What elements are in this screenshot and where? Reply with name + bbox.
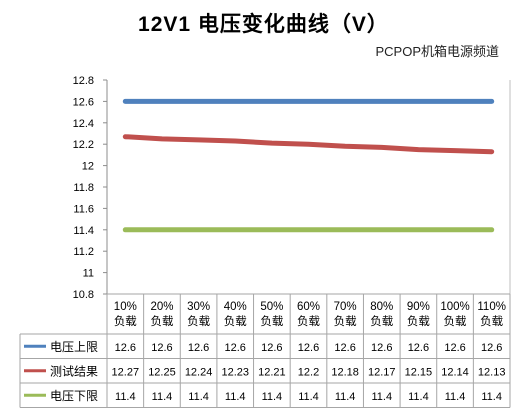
data-label: 12.6 bbox=[298, 342, 319, 354]
data-label: 12.27 bbox=[112, 366, 140, 378]
data-label: 12.6 bbox=[481, 342, 502, 354]
x-category-label: 110%负载 bbox=[477, 301, 506, 328]
data-label: 12.6 bbox=[188, 342, 209, 354]
legend-label: 测试结果 bbox=[50, 363, 98, 378]
axes bbox=[103, 79, 511, 295]
y-tick-label: 11.6 bbox=[73, 203, 94, 215]
y-tick-label: 11.2 bbox=[73, 246, 94, 258]
data-label: 11.4 bbox=[262, 391, 283, 403]
data-label: 12.6 bbox=[151, 342, 172, 354]
data-label: 12.6 bbox=[115, 342, 136, 354]
y-tick-label: 12.6 bbox=[73, 96, 94, 108]
data-label: 11.4 bbox=[335, 391, 356, 403]
data-label: 12.18 bbox=[331, 366, 359, 378]
x-category-label: 40%负载 bbox=[224, 301, 248, 328]
y-tick-label: 12 bbox=[82, 161, 94, 173]
data-label: 12.13 bbox=[478, 366, 506, 378]
series-line bbox=[122, 134, 495, 155]
data-label: 12.25 bbox=[148, 366, 176, 378]
y-tick-label: 12.8 bbox=[73, 75, 94, 87]
data-label: 11.4 bbox=[188, 391, 209, 403]
data-label: 11.4 bbox=[152, 391, 173, 403]
data-label: 12.2 bbox=[298, 366, 319, 378]
x-category-label: 20%负载 bbox=[150, 301, 174, 328]
y-tick-label: 11.4 bbox=[73, 225, 94, 237]
data-label: 12.6 bbox=[408, 342, 429, 354]
x-category-label: 100%负载 bbox=[440, 301, 469, 328]
data-table: 10%负载 20%负载 30%负载 40%负载 50%负载 60%负载 70%负载 80%负载… bbox=[19, 293, 511, 408]
data-label: 11.4 bbox=[115, 391, 136, 403]
x-category-label: 50%负载 bbox=[260, 301, 284, 328]
chart-title: 12V1 电压变化曲线（V） bbox=[138, 13, 389, 36]
data-label: 12.21 bbox=[258, 366, 286, 378]
data-label: 11.4 bbox=[408, 391, 429, 403]
legend-label: 电压上限 bbox=[50, 340, 98, 354]
data-label: 11.4 bbox=[481, 391, 502, 403]
y-tick-label: 11 bbox=[83, 268, 94, 280]
chart-subtitle: PCPOP机箱电源频道 bbox=[375, 44, 499, 59]
y-tick-label: 11.8 bbox=[73, 182, 94, 194]
data-label: 12.24 bbox=[185, 366, 213, 378]
series-lines bbox=[122, 98, 495, 233]
data-label: 12.6 bbox=[334, 342, 355, 354]
legend-label: 电压下限 bbox=[50, 389, 98, 403]
data-label: 11.4 bbox=[225, 391, 246, 403]
data-label: 12.17 bbox=[368, 366, 396, 378]
data-label: 12.6 bbox=[225, 342, 246, 354]
data-label: 12.15 bbox=[405, 366, 433, 378]
data-label: 12.6 bbox=[444, 342, 465, 354]
y-tick-label: 12.4 bbox=[73, 118, 94, 130]
x-category-label: 60%负载 bbox=[297, 301, 321, 328]
data-label: 11.4 bbox=[298, 391, 319, 403]
data-label: 11.4 bbox=[371, 391, 392, 403]
x-category-label: 10%负载 bbox=[114, 301, 138, 328]
data-label: 12.23 bbox=[221, 366, 249, 378]
y-tick-label: 12.2 bbox=[73, 139, 94, 151]
y-tick-label: 10.8 bbox=[73, 289, 94, 301]
x-category-label: 80%负载 bbox=[370, 301, 394, 328]
data-label: 12.6 bbox=[261, 342, 282, 354]
x-category-label: 70%负载 bbox=[334, 301, 358, 328]
data-label: 12.6 bbox=[371, 342, 392, 354]
x-category-label: 30%负载 bbox=[187, 301, 211, 328]
data-label: 11.4 bbox=[445, 391, 466, 403]
data-label: 12.14 bbox=[441, 366, 469, 378]
y-tick-labels: 12.8 12.6 12.4 12.2 12 11.8 11.6 11.4 11.2 11 10.8 bbox=[73, 75, 94, 301]
x-category-label: 90%负载 bbox=[407, 301, 431, 328]
